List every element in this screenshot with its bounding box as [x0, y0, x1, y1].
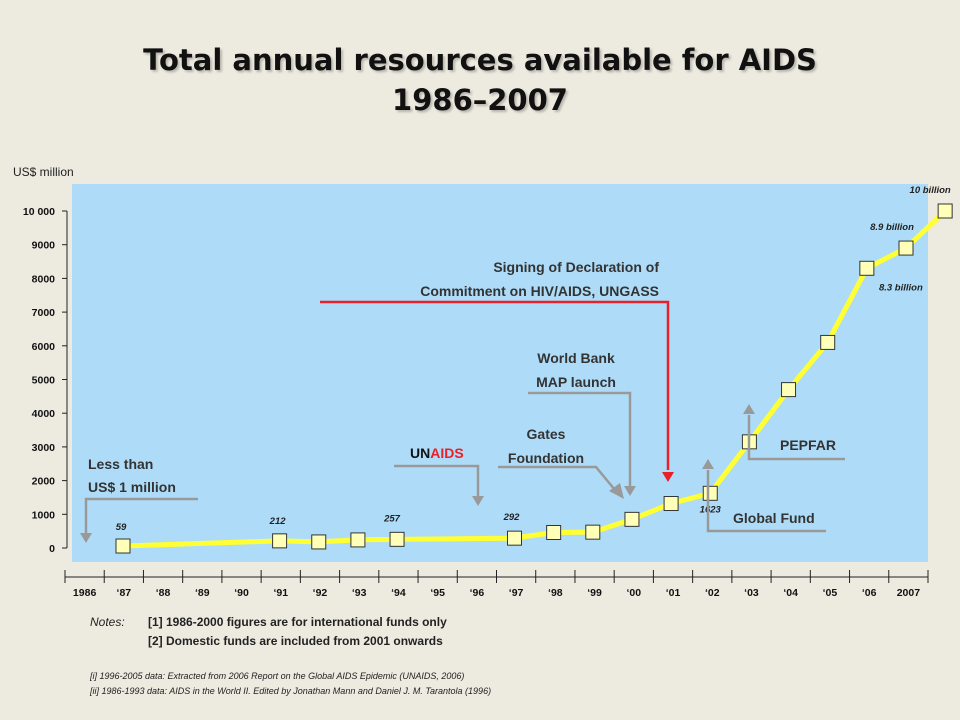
x-tick-label: ‘89	[195, 587, 210, 599]
y-tick-label: 7000	[32, 307, 56, 319]
data-label: 10 billion	[910, 185, 951, 196]
x-tick-label: ‘97	[509, 587, 524, 599]
subtitle-line: 1986–2007	[392, 83, 568, 117]
annotation-arrow-gates	[498, 465, 616, 491]
x-tick-label: ‘90	[234, 587, 249, 599]
x-tick-label: ‘93	[352, 587, 367, 599]
x-tick-label: ‘88	[156, 587, 171, 599]
data-point	[115, 538, 131, 554]
data-label: 292	[503, 512, 521, 523]
data-point	[350, 532, 366, 548]
data-point	[898, 240, 914, 256]
annotation-pepfar: PEPFAR	[780, 437, 836, 453]
data-point	[585, 524, 601, 540]
source-1: [i] 1996-2005 data: Extracted from 2006 …	[90, 671, 465, 681]
annotation-arrowhead-less-than	[80, 533, 92, 543]
annotation-arrow-ungass	[320, 300, 670, 470]
x-tick-label: ‘87	[117, 587, 132, 599]
y-tick-label: 3000	[32, 442, 56, 454]
x-tick-label: ‘95	[430, 587, 445, 599]
notes-label: Notes:	[90, 615, 125, 629]
data-point	[702, 485, 718, 501]
data-point	[624, 511, 640, 527]
data-point	[389, 531, 405, 547]
annotation-arrowhead-global-fund	[702, 459, 714, 469]
annotation-world-bank: World Bank	[537, 350, 615, 366]
data-point	[546, 524, 562, 540]
chart-title: Total annual resources available for AID…	[0, 40, 960, 120]
data-point	[507, 530, 522, 546]
x-tick-label: ‘96	[470, 587, 485, 599]
y-tick-label: 5000	[32, 375, 56, 387]
annotation-less-than: US$ 1 million	[88, 479, 176, 495]
y-tick-label: 8000	[32, 273, 56, 285]
y-tick-label: 2000	[32, 476, 56, 488]
data-label: 212	[269, 516, 287, 527]
x-tick-label: ‘05	[823, 587, 838, 599]
x-tick-label: ‘02	[705, 587, 720, 599]
data-point	[820, 334, 836, 350]
data-label: 257	[383, 513, 401, 524]
y-axis-label: US$ million	[13, 165, 74, 179]
x-tick-label: ‘04	[783, 587, 798, 599]
x-tick-label: ‘00	[626, 587, 641, 599]
annotation-unaids: UNAIDS	[410, 445, 464, 461]
x-tick-label: ‘03	[744, 587, 759, 599]
note-2: [2] Domestic funds are included from 200…	[148, 634, 443, 648]
data-label: 8.3 billion	[879, 282, 923, 293]
data-point	[272, 533, 288, 549]
annotation-arrow-global-fund	[706, 470, 826, 533]
annotation-arrow-less-than	[84, 497, 198, 533]
annotation-global-fund: Global Fund	[733, 510, 815, 526]
data-label: 8.9 billion	[870, 222, 914, 233]
y-tick-label: 9000	[32, 240, 56, 252]
notes: Notes: [1] 1986-2000 figures are for inte…	[90, 613, 447, 651]
annotation-gates: Gates	[527, 426, 566, 442]
y-tick-label: 4000	[32, 408, 56, 420]
data-point	[781, 382, 797, 398]
x-tick-label: ‘06	[862, 587, 877, 599]
plot-area	[72, 184, 928, 562]
x-tick-label: ‘98	[548, 587, 563, 599]
y-tick-label: 6000	[32, 341, 56, 353]
x-tick-label: ‘99	[587, 587, 602, 599]
x-tick-label: ‘91	[273, 587, 288, 599]
annotation-less-than: Less than	[88, 456, 153, 472]
annotation-world-bank: MAP launch	[536, 374, 616, 390]
annotation-arrowhead-ungass	[662, 472, 674, 482]
sources: [i] 1996-2005 data: Extracted from 2006 …	[90, 669, 491, 699]
note-1: [1] 1986-2000 figures are for internatio…	[148, 615, 447, 629]
annotation-gates: Foundation	[508, 450, 584, 466]
annotation-arrowhead-unaids	[472, 496, 484, 506]
data-label: 1623	[700, 504, 722, 515]
data-point	[311, 534, 327, 550]
x-tick-label: 2007	[897, 587, 921, 599]
y-tick-label: 0	[49, 543, 55, 555]
annotation-arrowhead-world-bank	[624, 486, 636, 496]
source-2: [ii] 1986-1993 data: AIDS in the World I…	[90, 686, 492, 696]
x-tick-label: ‘92	[313, 587, 328, 599]
annotation-arrow-unaids	[394, 464, 480, 496]
y-tick-label: 1000	[32, 509, 56, 521]
annotation-ungass: Commitment on HIV/AIDS, UNGASS	[420, 283, 659, 299]
title-line: Total annual resources available for AID…	[143, 43, 817, 77]
annotation-arrowhead-gates	[609, 483, 624, 499]
x-tick-label: ‘01	[666, 587, 681, 599]
data-label: 59	[116, 522, 127, 533]
data-point	[859, 260, 875, 276]
annotation-arrow-pepfar	[747, 415, 845, 461]
annotation-ungass: Signing of Declaration of	[493, 259, 659, 275]
x-tick-label: 1986	[73, 587, 97, 599]
data-point	[937, 203, 953, 219]
data-point	[663, 496, 679, 512]
x-tick-label: ‘94	[391, 587, 406, 599]
annotation-arrow-world-bank	[528, 391, 632, 486]
y-tick-label: 10 000	[23, 206, 55, 218]
annotation-arrowhead-pepfar	[743, 404, 755, 414]
